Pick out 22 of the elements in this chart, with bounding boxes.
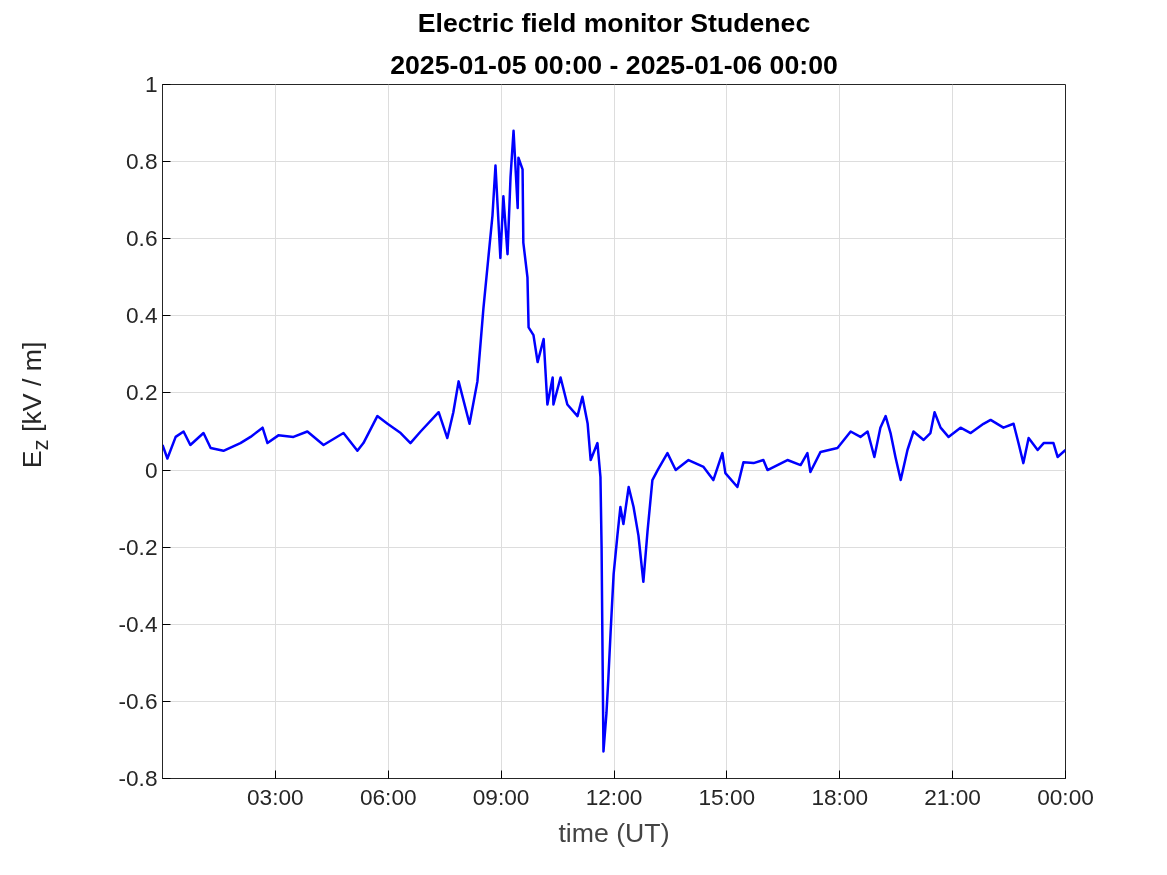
y-tick-label: -0.2 (118, 533, 158, 560)
y-tick-label: 0.8 (126, 148, 158, 175)
y-tick-label: 0.6 (126, 225, 158, 252)
line-series (162, 129, 1066, 753)
chart-title: Electric field monitor Studenec (417, 7, 811, 38)
y-tick-label: 0 (144, 456, 158, 483)
x-tick-label: 12:00 (585, 783, 643, 810)
x-tick-label: 21:00 (924, 783, 981, 810)
y-tick-label: 0.4 (126, 302, 158, 329)
y-tick-label: -0.6 (118, 687, 158, 714)
y-tick-label: 1 (144, 71, 158, 97)
y-tick-label: 0.2 (126, 379, 158, 406)
x-tick-label: 15:00 (698, 783, 756, 810)
y-tick-label: -0.8 (118, 765, 158, 791)
chart-subtitle: 2025-01-05 00:00 - 2025-01-06 00:00 (390, 49, 838, 80)
x-tick-label: 00:00 (1037, 783, 1094, 810)
x-axis-title: time (UT) (558, 817, 670, 848)
x-tick-label: 09:00 (472, 783, 530, 810)
x-tick-label: 03:00 (247, 783, 304, 810)
x-tick-label: 06:00 (359, 783, 417, 810)
y-tick-label: -0.4 (118, 610, 158, 637)
x-tick-label: 18:00 (811, 783, 869, 810)
